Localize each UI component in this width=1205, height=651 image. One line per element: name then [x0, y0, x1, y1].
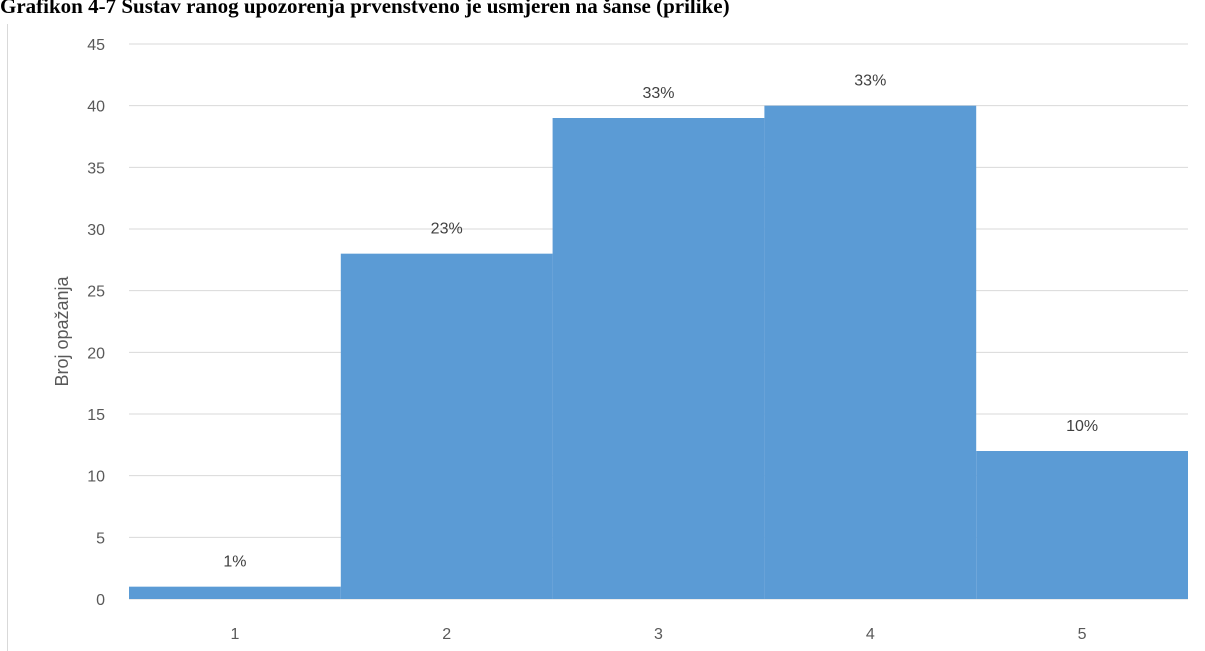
y-tick-labels: 0 5 10 15 20 25 30 35 40 45: [87, 37, 105, 609]
data-label: 33%: [854, 73, 886, 90]
bar: [340, 253, 553, 599]
x-tick-label: 3: [654, 626, 663, 643]
y-tick-label: 5: [96, 530, 105, 547]
bar: [764, 105, 977, 600]
chart-caption: Grafikon 4-7 Sustav ranog upozorenja prv…: [0, 0, 730, 18]
bar: [552, 118, 765, 599]
data-labels: 1% 23% 33% 33% 10%: [223, 73, 1098, 571]
y-tick-label: 35: [87, 160, 105, 177]
x-tick-label: 2: [442, 626, 451, 643]
data-label: 23%: [431, 221, 463, 238]
x-tick-label: 5: [1078, 626, 1087, 643]
data-label: 33%: [642, 85, 674, 102]
y-tick-label: 25: [87, 284, 105, 301]
y-tick-label: 15: [87, 407, 105, 424]
chart-frame: [7, 24, 1204, 651]
y-tick-label: 30: [87, 222, 105, 239]
x-tick-labels: 1 2 3 4 5: [230, 626, 1086, 643]
y-tick-label: 40: [87, 99, 105, 116]
data-label: 1%: [223, 554, 246, 571]
bar: [129, 586, 341, 599]
y-tick-label: 20: [87, 345, 105, 362]
data-label: 10%: [1066, 418, 1098, 435]
x-tick-label: 1: [230, 626, 239, 643]
y-axis-title: Broj opažanja: [52, 275, 72, 386]
x-tick-label: 4: [866, 626, 875, 643]
y-tick-label: 0: [96, 592, 105, 609]
y-tick-label: 10: [87, 469, 105, 486]
y-tick-label: 45: [87, 37, 105, 54]
bars: [129, 105, 1188, 600]
bar: [976, 451, 1188, 599]
